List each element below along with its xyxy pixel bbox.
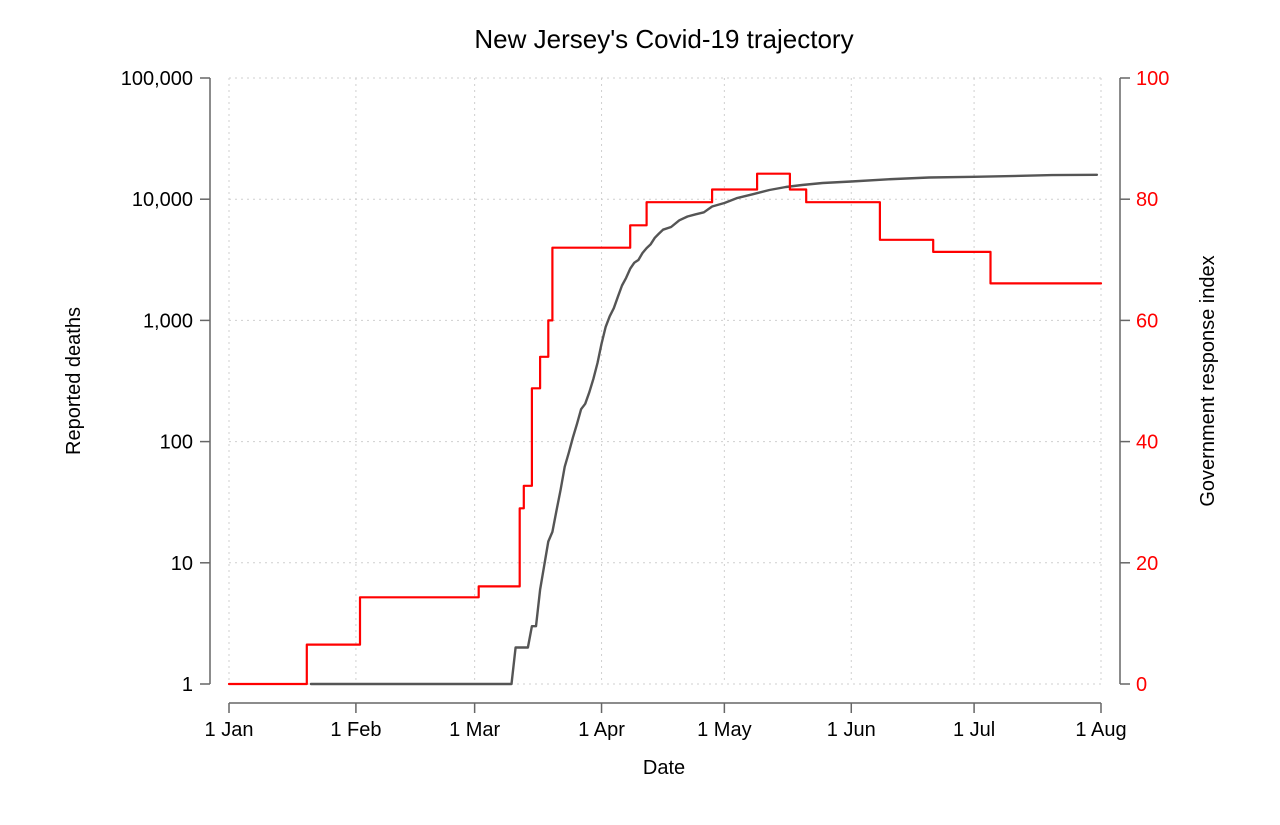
y2-axis-label: Government response index	[1197, 255, 1219, 506]
y-tick-label: 1	[182, 674, 193, 696]
y-tick-label: 100	[160, 432, 193, 454]
y2-tick-label: 60	[1136, 310, 1158, 332]
y2-tick-label: 40	[1136, 432, 1158, 454]
y-axis-label: Reported deaths	[63, 307, 85, 455]
chart-title: New Jersey's Covid-19 trajectory	[474, 24, 853, 54]
x-tick-label: 1 Apr	[578, 719, 625, 741]
y2-tick-label: 80	[1136, 189, 1158, 211]
x-axis-label: Date	[643, 757, 685, 779]
deaths-line	[309, 173, 1099, 686]
response-index-line	[227, 172, 1103, 686]
y-tick-label: 1,000	[143, 310, 193, 332]
x-tick-label: 1 Jan	[205, 719, 254, 741]
y2-tick-label: 0	[1136, 674, 1147, 696]
tick-labels: 1 10 100 1,000 10,000 100,000 0 20 40 60 80 100 1 Ja…	[121, 68, 1170, 741]
gridlines	[228, 77, 1102, 685]
x-tick-label: 1 Feb	[330, 719, 381, 741]
y2-tick-label: 100	[1136, 68, 1169, 90]
x-tick-label: 1 May	[697, 719, 751, 741]
series-lines	[227, 172, 1103, 686]
x-tick-label: 1 Jun	[827, 719, 876, 741]
x-tick-label: 1 Mar	[449, 719, 500, 741]
y-tick-label: 10	[171, 553, 193, 575]
x-tick-label: 1 Jul	[953, 719, 995, 741]
y-tick-label: 10,000	[132, 189, 193, 211]
x-tick-label: 1 Aug	[1075, 719, 1126, 741]
y2-tick-label: 20	[1136, 553, 1158, 575]
y-tick-label: 100,000	[121, 68, 193, 90]
axes	[200, 77, 1130, 713]
